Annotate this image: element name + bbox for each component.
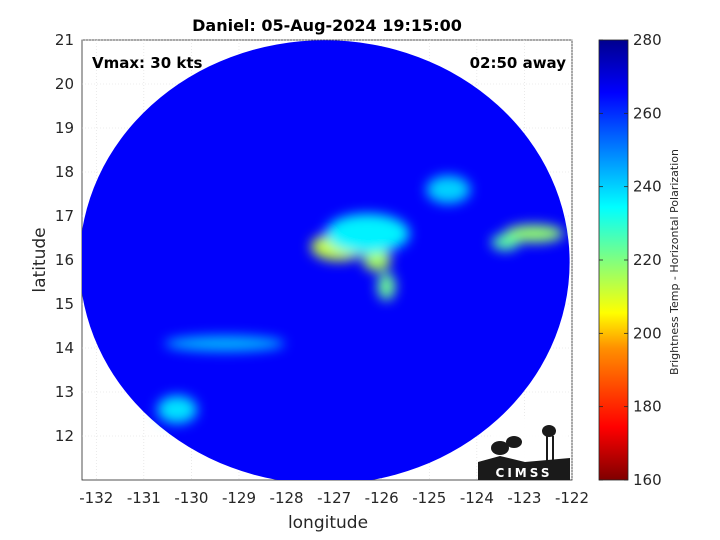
x-tick-label: -132 <box>79 489 113 507</box>
colorbar-label: Brightness Temp - Horizontal Polarizatio… <box>668 149 681 375</box>
chart-title: Daniel: 05-Aug-2024 19:15:00 <box>192 16 462 35</box>
cimss-logo: CIMSS <box>478 416 570 480</box>
colorbar <box>598 39 629 481</box>
vmax-annotation: Vmax: 30 kts <box>92 54 202 72</box>
x-tick-label: -127 <box>317 489 351 507</box>
y-tick-label: 16 <box>55 251 74 269</box>
y-tick-label: 20 <box>55 75 74 93</box>
y-ticks: 12 13 14 15 16 17 18 19 20 21 <box>55 31 74 445</box>
feature-core-south <box>362 249 391 271</box>
x-tick-label: -124 <box>460 489 494 507</box>
feature-eastern-band-tail <box>491 234 520 251</box>
colorbar-tick-label: 240 <box>633 178 662 196</box>
x-axis-label: longitude <box>288 513 368 533</box>
y-tick-label: 17 <box>55 207 74 225</box>
feature-eastern-band <box>503 224 564 243</box>
feature-rain-band-west <box>164 335 285 352</box>
swath-disc <box>82 40 570 480</box>
feature-southwest-cells <box>157 395 198 424</box>
x-tick-label: -125 <box>412 489 446 507</box>
feature-northeast-cells <box>426 175 471 204</box>
colorbar-tick-label: 160 <box>633 471 662 489</box>
y-tick-label: 18 <box>55 163 74 181</box>
x-tick-label: -122 <box>555 489 589 507</box>
x-tick-label: -131 <box>127 489 161 507</box>
colorbar-tick-label: 280 <box>633 31 662 49</box>
logo-text: CIMSS <box>496 466 553 480</box>
feature-band-south <box>377 272 396 301</box>
x-tick-label: -126 <box>365 489 399 507</box>
x-tick-label: -129 <box>222 489 256 507</box>
features <box>157 175 564 424</box>
colorbar-tick-label: 180 <box>633 398 662 416</box>
y-tick-label: 21 <box>55 31 74 49</box>
time-away-annotation: 02:50 away <box>470 54 567 72</box>
x-tick-label: -123 <box>507 489 541 507</box>
x-tick-label: -128 <box>270 489 304 507</box>
y-tick-label: 13 <box>55 383 74 401</box>
feature-outer-band <box>325 213 410 254</box>
y-tick-label: 19 <box>55 119 74 137</box>
colorbar-tick-label: 260 <box>633 104 662 122</box>
colorbar-tick-label: 200 <box>633 324 662 342</box>
y-axis-label: latitude <box>30 227 50 292</box>
y-tick-label: 15 <box>55 295 74 313</box>
y-tick-label: 14 <box>55 339 74 357</box>
x-tick-label: -130 <box>174 489 208 507</box>
y-tick-label: 12 <box>55 427 74 445</box>
colorbar-ticks: 160 180 200 220 240 260 280 <box>599 31 662 489</box>
x-ticks: -132 -131 -130 -129 -128 -127 -126 -125 -124 -123… <box>79 489 589 507</box>
colorbar-tick-label: 220 <box>633 251 662 269</box>
